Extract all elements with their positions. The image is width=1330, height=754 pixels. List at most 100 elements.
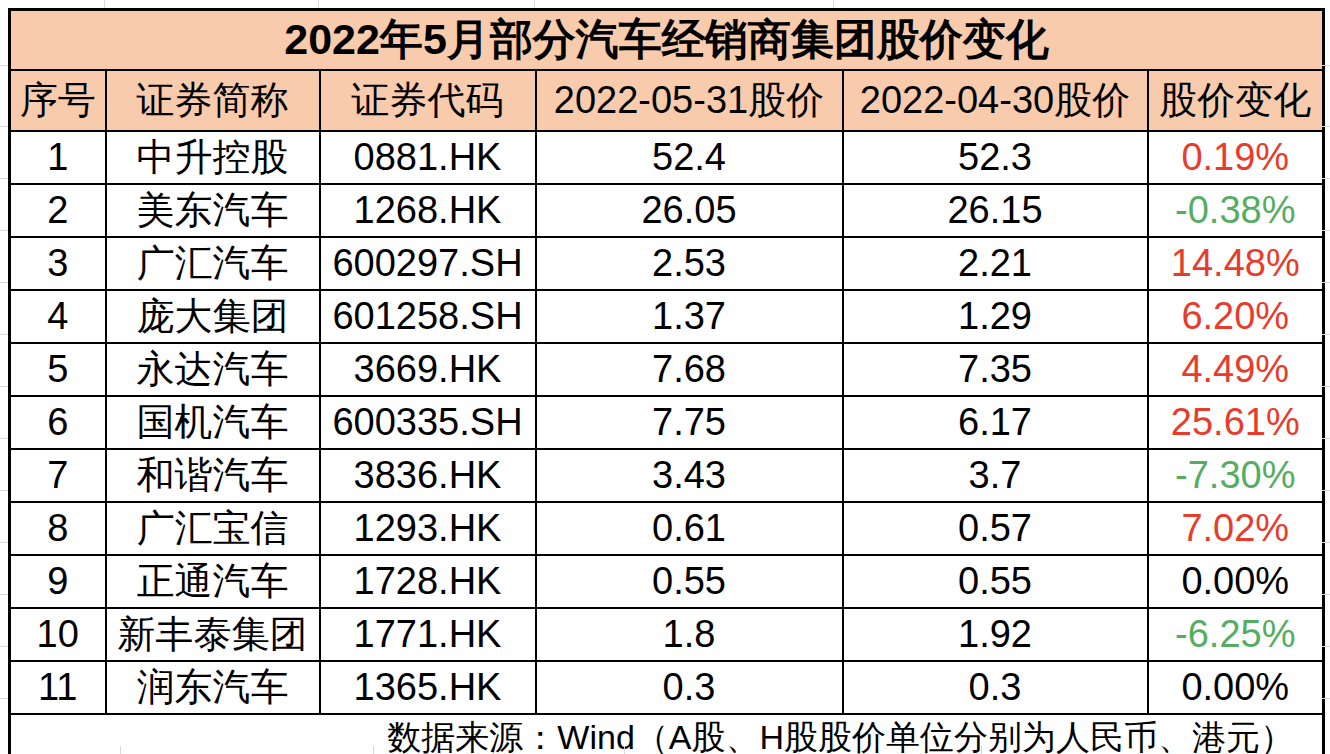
cell-price-0531: 52.4 bbox=[536, 131, 843, 184]
table-header-row: 序号 证券简称 证券代码 2022-05-31股价 2022-04-30股价 股… bbox=[10, 70, 1324, 131]
cell-price-0531: 0.3 bbox=[536, 661, 843, 714]
table-row: 8 广汇宝信 1293.HK 0.61 0.57 7.02% bbox=[10, 502, 1324, 555]
cell-price-0430: 0.3 bbox=[843, 661, 1148, 714]
table-row: 7 和谐汽车 3836.HK 3.43 3.7 -7.30% bbox=[10, 449, 1324, 502]
table-body: 2022年5月部分汽车经销商集团股价变化 序号 证券简称 证券代码 2022-0… bbox=[10, 10, 1324, 754]
sheet-gridline bbox=[833, 0, 834, 8]
cell-stock-code: 0881.HK bbox=[320, 131, 536, 184]
cell-price-0430: 52.3 bbox=[843, 131, 1148, 184]
cell-change-pct: 6.20% bbox=[1148, 290, 1324, 343]
sheet-gridline bbox=[1322, 126, 1330, 127]
cell-price-0531: 26.05 bbox=[536, 184, 843, 237]
cell-stock-name: 广汇宝信 bbox=[106, 502, 320, 555]
cell-stock-name: 国机汽车 bbox=[106, 396, 320, 449]
sheet-gridline bbox=[1322, 542, 1330, 543]
sheet-gridline bbox=[1322, 282, 1330, 283]
sheet-gridline bbox=[0, 438, 8, 439]
sheet-gridline bbox=[0, 490, 8, 491]
cell-stock-name: 中升控股 bbox=[106, 131, 320, 184]
cell-index: 8 bbox=[10, 502, 106, 555]
cell-index: 5 bbox=[10, 343, 106, 396]
sheet-gridline bbox=[0, 230, 8, 231]
cell-change-pct: 7.02% bbox=[1148, 502, 1324, 555]
table-row: 4 庞大集团 601258.SH 1.37 1.29 6.20% bbox=[10, 290, 1324, 343]
cell-price-0531: 7.75 bbox=[536, 396, 843, 449]
cell-stock-code: 1771.HK bbox=[320, 608, 536, 661]
cell-index: 7 bbox=[10, 449, 106, 502]
cell-stock-name: 庞大集团 bbox=[106, 290, 320, 343]
sheet-gridline bbox=[981, 746, 982, 754]
cell-price-0430: 26.15 bbox=[843, 184, 1148, 237]
sheet-gridline bbox=[1322, 698, 1330, 699]
cell-price-0430: 1.92 bbox=[843, 608, 1148, 661]
table-row: 9 正通汽车 1728.HK 0.55 0.55 0.00% bbox=[10, 555, 1324, 608]
cell-price-0430: 7.35 bbox=[843, 343, 1148, 396]
stock-price-table: 2022年5月部分汽车经销商集团股价变化 序号 证券简称 证券代码 2022-0… bbox=[8, 8, 1325, 754]
sheet-gridline bbox=[0, 282, 8, 283]
sheet-gridline bbox=[0, 698, 8, 699]
sheet-gridline bbox=[624, 746, 625, 754]
sheet-gridline bbox=[1322, 178, 1330, 179]
cell-stock-name: 正通汽车 bbox=[106, 555, 320, 608]
cell-stock-code: 1293.HK bbox=[320, 502, 536, 555]
column-header-price-0430: 2022-04-30股价 bbox=[843, 70, 1148, 131]
sheet-gridline bbox=[318, 0, 319, 8]
sheet-gridline bbox=[1322, 65, 1330, 66]
cell-stock-name: 和谐汽车 bbox=[106, 449, 320, 502]
table-row: 5 永达汽车 3669.HK 7.68 7.35 4.49% bbox=[10, 343, 1324, 396]
table-row: 10 新丰泰集团 1771.HK 1.8 1.92 -6.25% bbox=[10, 608, 1324, 661]
sheet-gridline bbox=[0, 386, 8, 387]
sheet-gridline bbox=[120, 746, 121, 754]
cell-change-pct: 14.48% bbox=[1148, 237, 1324, 290]
cell-index: 9 bbox=[10, 555, 106, 608]
sheet-gridline bbox=[0, 334, 8, 335]
cell-change-pct: -0.38% bbox=[1148, 184, 1324, 237]
sheet-gridline bbox=[1322, 490, 1330, 491]
cell-price-0430: 2.21 bbox=[843, 237, 1148, 290]
cell-stock-name: 新丰泰集团 bbox=[106, 608, 320, 661]
cell-price-0531: 7.68 bbox=[536, 343, 843, 396]
cell-change-pct: 4.49% bbox=[1148, 343, 1324, 396]
cell-stock-code: 600335.SH bbox=[320, 396, 536, 449]
cell-change-pct: 0.00% bbox=[1148, 555, 1324, 608]
cell-price-0531: 0.61 bbox=[536, 502, 843, 555]
cell-stock-name: 永达汽车 bbox=[106, 343, 320, 396]
column-header-price-0531: 2022-05-31股价 bbox=[536, 70, 843, 131]
column-header-code: 证券代码 bbox=[320, 70, 536, 131]
sheet-gridline bbox=[1322, 334, 1330, 335]
sheet-gridline bbox=[0, 542, 8, 543]
column-header-change: 股价变化 bbox=[1148, 70, 1324, 131]
sheet-gridline bbox=[1322, 230, 1330, 231]
sheet-gridline bbox=[0, 65, 8, 66]
sheet-gridline bbox=[0, 178, 8, 179]
column-header-index: 序号 bbox=[10, 70, 106, 131]
sheet-gridline bbox=[0, 594, 8, 595]
cell-price-0531: 2.53 bbox=[536, 237, 843, 290]
table-title: 2022年5月部分汽车经销商集团股价变化 bbox=[10, 10, 1324, 71]
data-source-note: 数据来源：Wind（A股、H股股价单位分别为人民币、港元） bbox=[10, 714, 1324, 754]
cell-index: 11 bbox=[10, 661, 106, 714]
cell-price-0430: 6.17 bbox=[843, 396, 1148, 449]
cell-price-0531: 0.55 bbox=[536, 555, 843, 608]
cell-change-pct: 0.19% bbox=[1148, 131, 1324, 184]
table-row: 1 中升控股 0881.HK 52.4 52.3 0.19% bbox=[10, 131, 1324, 184]
cell-stock-code: 3836.HK bbox=[320, 449, 536, 502]
cell-stock-name: 美东汽车 bbox=[106, 184, 320, 237]
spreadsheet-canvas: 2022年5月部分汽车经销商集团股价变化 序号 证券简称 证券代码 2022-0… bbox=[0, 0, 1330, 754]
cell-stock-code: 1365.HK bbox=[320, 661, 536, 714]
cell-change-pct: 0.00% bbox=[1148, 661, 1324, 714]
sheet-gridline bbox=[104, 0, 105, 8]
cell-price-0430: 0.55 bbox=[843, 555, 1148, 608]
table-row: 3 广汇汽车 600297.SH 2.53 2.21 14.48% bbox=[10, 237, 1324, 290]
sheet-gridline bbox=[1322, 594, 1330, 595]
cell-stock-name: 润东汽车 bbox=[106, 661, 320, 714]
column-header-name: 证券简称 bbox=[106, 70, 320, 131]
sheet-gridline bbox=[1322, 646, 1330, 647]
cell-index: 1 bbox=[10, 131, 106, 184]
cell-price-0531: 1.37 bbox=[536, 290, 843, 343]
cell-index: 6 bbox=[10, 396, 106, 449]
sheet-gridline bbox=[0, 646, 8, 647]
table-footer-row: 数据来源：Wind（A股、H股股价单位分别为人民币、港元） bbox=[10, 714, 1324, 754]
cell-change-pct: 25.61% bbox=[1148, 396, 1324, 449]
cell-stock-code: 3669.HK bbox=[320, 343, 536, 396]
